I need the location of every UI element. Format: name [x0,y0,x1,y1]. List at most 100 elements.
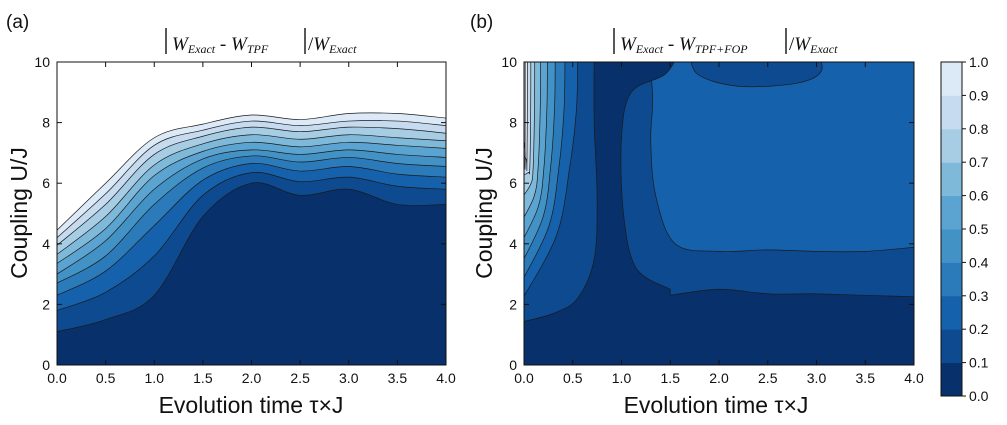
panel-a-title-den: /WExact [308,34,357,56]
colorbar-segment-1 [941,329,962,364]
panel-b-xtick-label: 0.0 [514,370,534,386]
panel-a-contour-line-0.4 [57,155,446,284]
panel-a-xlabel: Evolution time τ×J [159,392,344,418]
panel-a-band-0.1 [57,182,446,365]
panel-a-title-w3: W [313,34,331,55]
panel-a-xtick-label: 1.0 [145,370,165,386]
panel-a-contour-line-0.7 [57,134,446,255]
panel-b-title-den: /WExact [789,34,838,56]
panel-a-contour-line-1 [57,112,446,231]
panel-b-xtick-label: 3.5 [856,370,876,386]
panel-a-contour-line-0.8 [57,126,446,246]
colorbar-segment-0 [941,362,962,397]
panel-b-title-slash: / [789,34,795,55]
panel-b-ytick-label: 4 [509,236,517,252]
colorbar-tick-label: 1.0 [969,54,989,70]
panel-a-ticks: 0.0 0.5 1.0 1.5 2.0 2.5 3.0 3.5 4.0 0 2 4 6 8 10 [34,54,456,386]
colorbar-tick-label: 0.9 [969,87,989,103]
panel-a-title-sub3: Exact [328,42,357,56]
colorbar-tick-label: 0.2 [969,321,989,337]
panel-a-title: WExact - WTPF /WExact [165,28,357,56]
colorbar-segment-7 [941,128,962,163]
panel-b-label: (b) [470,12,493,33]
panel-a-xtick-label: 4.0 [436,370,456,386]
panel-a-ytick-label: 6 [42,175,50,191]
panel-b-title-sub2: TPF+FOP [695,42,748,56]
panel-b-xtick-label: 2.0 [709,370,729,386]
panel-b-title-sub3: Exact [809,42,838,56]
colorbar-segment-9 [941,62,962,96]
panel-b-xtick-label: 0.5 [563,370,583,386]
panel-b-title: WExact - WTPF+FOP /WExact [613,28,838,56]
panel-a-label: (a) [6,12,29,33]
colorbar-tick-label: 0.3 [969,288,989,304]
colorbar-tick-label: 0.1 [969,355,989,371]
panel-a-title-text: WExact - WTPF [172,34,269,56]
panel-a-ylabel: Coupling U/J [6,147,32,279]
panel-b-xtick-label: 1.5 [661,370,681,386]
panel-b-xtick-label: 4.0 [904,370,924,386]
colorbar-tick-label: 0.0 [969,388,989,404]
panel-a-title-w2: W [231,34,249,55]
colorbar-segment-4 [941,229,962,263]
panel-a-ytick-label: 2 [42,296,50,312]
panel-b-xtick-label: 1.0 [612,370,632,386]
colorbar-segments [941,62,962,397]
panel-a-xtick-label: 1.5 [193,370,213,386]
panel-b-region-0.0 [524,62,914,365]
panel-b-ytick-label: 8 [509,115,517,131]
panel-a-ytick-label: 4 [42,236,50,252]
panel-b-region-top-0.1 [690,62,823,88]
panel-a-contour-line-0.3 [57,163,446,296]
colorbar-segment-2 [941,295,962,330]
panel-a-contours [57,62,446,365]
panel-a-title-sub2: TPF [247,42,269,56]
panel-a-xtick-label: 2.5 [290,370,310,386]
colorbar-tick-label: 0.6 [969,188,989,204]
panel-b-contours [524,62,914,365]
colorbar-ticks: 0.0 0.1 0.2 0.3 0.4 0.5 0.6 0.7 0.8 0.9 1.0 [962,54,989,404]
panel-b-title-minus: - [663,34,679,55]
panel-a-xtick-label: 2.0 [242,370,262,386]
panel-b-xtick-label: 2.5 [758,370,778,386]
panel-a-ytick-label: 8 [42,115,50,131]
colorbar-tick-label: 0.5 [969,221,989,237]
panel-a-title-slash: / [308,34,314,55]
panel-b-ticks: 0.0 0.5 1.0 1.5 2.0 2.5 3.0 3.5 4.0 0 2 4 6 8 10 [501,54,924,386]
panel-a-xtick-label: 3.5 [388,370,408,386]
panel-b: (b) WExact - WTPF+FOP /WExact 0.0 0.5 1.0 1… [470,12,924,418]
colorbar-tick-label: 0.8 [969,121,989,137]
panel-b-ytick-label: 2 [509,296,517,312]
panel-a-title-w1: W [172,34,190,55]
colorbar-segment-6 [941,162,962,197]
panel-b-xlabel: Evolution time τ×J [624,392,809,418]
colorbar-tick-label: 0.7 [969,154,989,170]
panel-b-ylabel: Coupling U/J [471,147,497,279]
panel-a-xtick-label: 0.0 [47,370,67,386]
colorbar-tick-label: 0.4 [969,254,989,270]
panel-a-title-minus: - [215,34,231,55]
panel-a: (a) WExact - WTPF /WExact 0.0 0.5 1.0 1.5 2.… [6,12,456,418]
colorbar-segment-3 [941,262,962,297]
panel-a-ytick-label: 10 [34,54,50,70]
panel-a-xtick-label: 0.5 [96,370,116,386]
panel-b-xtick-label: 3.0 [807,370,827,386]
panel-a-contour-line-0.9 [57,120,446,238]
colorbar-segment-5 [941,195,962,230]
panel-b-title-w3: W [794,34,812,55]
panel-b-edge-band-9 [524,62,528,172]
panel-a-contour-line-0.2 [57,171,446,311]
panel-b-ytick-label: 6 [509,175,517,191]
panel-a-contour-line-0.5 [57,149,446,275]
panel-b-title-w1: W [620,34,638,55]
panel-a-contour-line-0.1 [57,182,446,333]
colorbar-segment-8 [941,95,962,130]
panel-a-xtick-label: 3.0 [339,370,359,386]
panel-a-title-sub1: Exact [187,42,216,56]
panel-b-ytick-label: 10 [501,54,517,70]
panel-a-contour-line-0.6 [57,141,446,264]
panel-b-ytick-label: 0 [509,357,517,373]
colorbar: 0.0 0.1 0.2 0.3 0.4 0.5 0.6 0.7 0.8 0.9 1.0 [940,54,989,404]
panel-b-title-sub1: Exact [635,42,664,56]
